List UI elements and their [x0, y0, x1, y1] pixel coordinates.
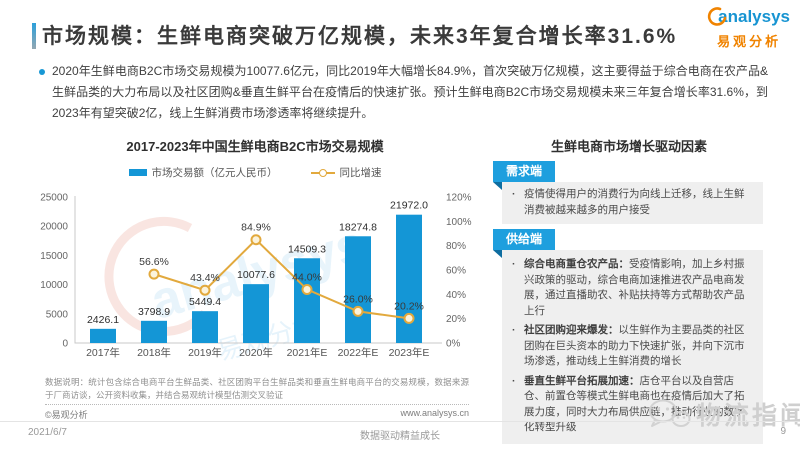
wechat-icon [649, 399, 691, 427]
item-text: 以生鲜作为主要品类的社区团购在巨头资本的助力下快速扩张，并向下沉市场渗透，推动线… [524, 324, 745, 367]
svg-text:0: 0 [62, 339, 68, 350]
supply-ribbon: 供给端 [493, 229, 555, 258]
demand-box: · 疫情使得用户的消费行为向线上迁移，线上生鲜消费被越来越多的用户接受 [502, 182, 763, 224]
svg-text:120%: 120% [446, 193, 472, 204]
item-bullet: · [512, 188, 516, 200]
driver-item: · 综合电商重仓农产品：受疫情影响，加上乡村振兴政策的驱动，综合电商加速推进农产… [512, 257, 751, 319]
copyright-row: ©易观分析 www.analysys.cn [45, 408, 469, 421]
svg-text:84.9%: 84.9% [241, 222, 271, 234]
svg-text:2426.1: 2426.1 [87, 314, 119, 326]
driver-item: · 疫情使得用户的消费行为向线上迁移，线上生鲜消费被越来越多的用户接受 [512, 187, 751, 218]
svg-text:0%: 0% [446, 339, 461, 350]
title-accent-bar [32, 23, 36, 49]
legend-item-line: 同比增速 [310, 165, 382, 180]
svg-text:2018年: 2018年 [137, 346, 171, 359]
legend-line-swatch [310, 168, 335, 177]
bullet-dot [39, 69, 45, 75]
svg-text:80%: 80% [446, 241, 466, 252]
analysys-logo: analysys 易观分析 [708, 7, 790, 50]
footer-date: 2021/6/7 [28, 427, 67, 438]
svg-text:5449.4: 5449.4 [189, 296, 221, 308]
page-title: 市场规模：生鲜电商突破万亿规模，未来3年复合增长率31.6% [42, 25, 678, 48]
svg-text:3798.9: 3798.9 [138, 306, 170, 318]
footer-divider [0, 421, 800, 422]
dotted-divider [45, 404, 469, 405]
copyright-text: ©易观分析 [45, 410, 88, 420]
driver-item: · 垂直生鲜平台拓展加速：店仓平台以及自营店仓、前置仓等模式生鲜电商也在疫情后加… [512, 374, 751, 436]
svg-text:26.0%: 26.0% [343, 293, 373, 305]
website-link[interactable]: www.analysys.cn [400, 408, 469, 418]
item-lead: 综合电商重仓农产品： [524, 258, 629, 270]
svg-text:14509.3: 14509.3 [288, 243, 326, 255]
item-bullet: · [512, 258, 516, 270]
svg-text:2023年E: 2023年E [389, 346, 430, 359]
svg-text:56.6%: 56.6% [139, 256, 169, 268]
page-number: 9 [780, 426, 786, 437]
svg-text:25000: 25000 [40, 193, 68, 204]
logo-brand-cn: 易观分析 [717, 34, 782, 49]
item-text: 店仓平台以及自营店仓、前置仓等模式生鲜电商也在疫情后加大了拓展力度，同时大力布局… [524, 374, 745, 434]
ribbon-fold [493, 182, 502, 190]
logistics-watermark: 物流指闻 [646, 396, 800, 432]
svg-text:44.0%: 44.0% [292, 271, 322, 283]
item-lead: 垂直生鲜平台拓展加速： [524, 374, 640, 387]
ribbon-fold [493, 250, 502, 258]
item-text: 受疫情影响，加上乡村振兴政策的驱动，综合电商加速推进农产品电商发展，通过直播助农… [524, 258, 745, 317]
chart-watermark: analysys 易观分析 [104, 215, 372, 366]
item-bullet: · [512, 374, 516, 387]
svg-text:21972.0: 21972.0 [390, 200, 428, 212]
svg-text:10077.6: 10077.6 [237, 269, 275, 281]
svg-text:15000: 15000 [40, 251, 68, 262]
logo-swoosh-icon [708, 7, 727, 26]
legend-item-bars: 市场交易额（亿元人民币） [128, 165, 278, 180]
item-bullet: · [512, 324, 516, 336]
svg-text:20%: 20% [446, 314, 466, 325]
svg-text:2021年E: 2021年E [287, 346, 328, 359]
supply-box: · 综合电商重仓农产品：受疫情影响，加上乡村振兴政策的驱动，综合电商加速推进农产… [502, 250, 763, 444]
svg-text:2019年: 2019年 [188, 346, 222, 359]
driver-item: · 社区团购迎来爆发：以生鲜作为主要品类的社区团购在巨头资本的助力下快速扩张，并… [512, 323, 751, 370]
svg-text:20000: 20000 [40, 222, 68, 233]
chart-legend: 市场交易额（亿元人民币） 同比增速 [30, 165, 480, 180]
svg-text:100%: 100% [446, 217, 472, 228]
svg-text:18274.8: 18274.8 [339, 221, 377, 233]
demand-ribbon-label: 需求端 [493, 161, 555, 182]
supply-ribbon-label: 供给端 [493, 229, 555, 250]
bar-line-chart: analysys 易观分析 0 5000 10000 15000 20000 25000 0… [40, 193, 472, 367]
logo-brand-text: analysys [718, 7, 790, 26]
svg-text:43.4%: 43.4% [190, 272, 220, 284]
demand-ribbon: 需求端 [493, 161, 555, 190]
svg-text:10000: 10000 [40, 280, 68, 291]
svg-text:2017年: 2017年 [86, 346, 120, 359]
footer-slogan: 数据驱动精益成长 [360, 431, 440, 442]
svg-text:40%: 40% [446, 290, 466, 301]
watermark-text: 物流指闻 [696, 402, 800, 430]
legend-bar-swatch [128, 169, 147, 176]
chart-title: 2017-2023年中国生鲜电商B2C市场交易规模 [126, 139, 384, 154]
svg-text:20.2%: 20.2% [394, 300, 424, 312]
item-text: 疫情使得用户的消费行为向线上迁移，线上生鲜消费被越来越多的用户接受 [524, 188, 745, 216]
svg-text:60%: 60% [446, 266, 466, 277]
legend-bar-label: 市场交易额（亿元人民币） [151, 167, 278, 179]
svg-text:5000: 5000 [46, 309, 69, 320]
chart-data-note: 数据说明：统计包含综合电商平台生鲜品类、社区团购平台生鲜品类和垂直生鲜电商平台的… [45, 377, 469, 400]
svg-text:2022年E: 2022年E [338, 346, 379, 359]
summary-paragraph: 2020年生鲜电商B2C市场交易规模为10077.6亿元，同比2019年大幅增长… [52, 64, 768, 120]
svg-text:2020年: 2020年 [239, 346, 273, 359]
legend-line-label: 同比增速 [339, 167, 382, 179]
item-lead: 社区团购迎来爆发： [524, 324, 619, 336]
drivers-panel-title: 生鲜电商市场增长驱动因素 [550, 139, 707, 154]
